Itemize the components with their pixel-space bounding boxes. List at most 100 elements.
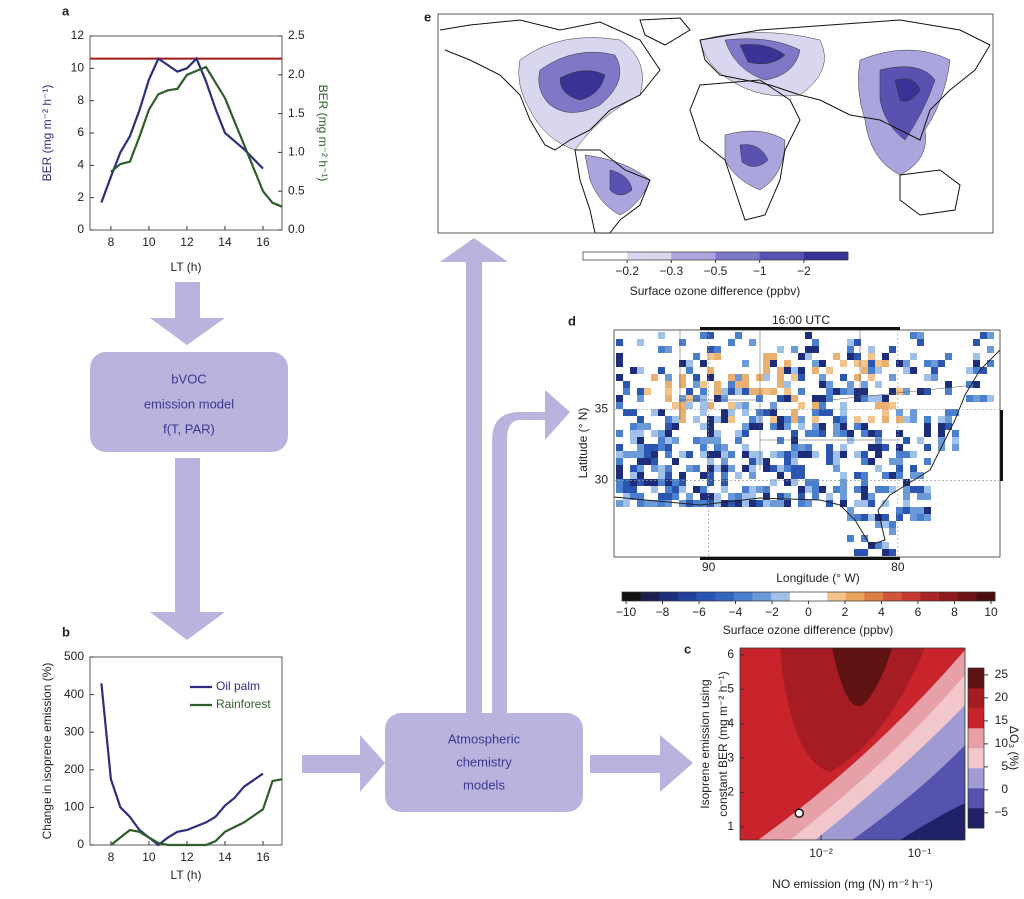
map-cell xyxy=(924,493,931,500)
map-cell xyxy=(777,381,784,388)
map-cell xyxy=(903,507,910,514)
colorbar-tick-label: −8 xyxy=(656,605,670,619)
y-axis-label: BER (mg m⁻² h⁻¹) xyxy=(40,85,54,182)
map-cell xyxy=(938,430,945,437)
map-cell xyxy=(833,451,840,458)
map-cell xyxy=(644,388,651,395)
colorbar-tick-label: −2 xyxy=(797,264,811,278)
map-cell xyxy=(924,458,931,465)
map-cell xyxy=(770,402,777,409)
y-tick-label: 8 xyxy=(77,93,84,107)
map-cell xyxy=(651,465,658,472)
map-cell xyxy=(651,486,658,493)
map-cell xyxy=(819,360,826,367)
map-cell xyxy=(798,500,805,507)
box-text: chemistry xyxy=(456,754,512,769)
colorbar-band xyxy=(808,592,828,601)
map-cell xyxy=(889,374,896,381)
map-cell xyxy=(658,500,665,507)
map-cell xyxy=(651,444,658,451)
map-cell xyxy=(665,472,672,479)
map-cell xyxy=(623,381,630,388)
map-cell xyxy=(630,486,637,493)
coastline xyxy=(439,19,661,151)
map-cell xyxy=(693,437,700,444)
map-cell xyxy=(735,388,742,395)
map-cell xyxy=(658,367,665,374)
contour-layers xyxy=(740,648,965,840)
map-cell xyxy=(973,360,980,367)
map-cell xyxy=(616,395,623,402)
y-tick-label: 35 xyxy=(595,402,609,416)
map-cell xyxy=(658,465,665,472)
map-cell xyxy=(791,472,798,479)
map-cell xyxy=(770,409,777,416)
map-cell xyxy=(889,472,896,479)
y2-tick-label: 2.5 xyxy=(288,28,305,42)
map-cell xyxy=(917,486,924,493)
map-cell xyxy=(707,374,714,381)
map-cell xyxy=(840,500,847,507)
map-cell xyxy=(749,416,756,423)
x-axis-label: NO emission (mg (N) m⁻² h⁻¹) xyxy=(772,877,933,891)
colorbar-tick-label: 20 xyxy=(995,690,1009,704)
y2-tick-label: 1.5 xyxy=(288,106,305,120)
y-tick-label: 4 xyxy=(77,158,84,172)
map-cell xyxy=(854,374,861,381)
map-cell xyxy=(777,374,784,381)
colorbar-tick-label: 5 xyxy=(1001,759,1008,773)
map-cell xyxy=(658,437,665,444)
map-cell xyxy=(861,514,868,521)
map-cell xyxy=(805,332,812,339)
y-tick-label: 300 xyxy=(64,724,84,738)
map-cell xyxy=(756,388,763,395)
map-cell xyxy=(735,437,742,444)
contour-field xyxy=(740,648,965,840)
y2-tick-label: 2.0 xyxy=(288,67,305,81)
x-tick-label: 8 xyxy=(108,850,115,864)
map-cell xyxy=(763,409,770,416)
map-cell xyxy=(651,500,658,507)
map-cell xyxy=(833,486,840,493)
map-cell xyxy=(672,479,679,486)
map-cell xyxy=(805,500,812,507)
map-cell xyxy=(644,479,651,486)
map-cell xyxy=(784,423,791,430)
map-cell xyxy=(763,486,770,493)
map-cell xyxy=(819,430,826,437)
map-cell xyxy=(798,423,805,430)
colorbar-band xyxy=(920,592,940,601)
map-cell xyxy=(791,437,798,444)
coastline xyxy=(899,169,961,216)
map-cell xyxy=(700,500,707,507)
map-cell xyxy=(840,444,847,451)
map-cell xyxy=(777,493,784,500)
y-tick-label: 12 xyxy=(71,28,85,42)
map-cell xyxy=(742,430,749,437)
plot-frame xyxy=(89,35,283,231)
map-title: 16:00 UTC xyxy=(772,313,830,327)
map-cell xyxy=(714,381,721,388)
map-cell xyxy=(931,367,938,374)
map-cell xyxy=(770,388,777,395)
map-cell xyxy=(882,514,889,521)
arrow xyxy=(302,755,362,773)
map-cell xyxy=(896,507,903,514)
map-cell xyxy=(616,374,623,381)
map-cell xyxy=(896,430,903,437)
coastline xyxy=(699,19,991,141)
map-cell xyxy=(784,416,791,423)
map-cell xyxy=(854,500,861,507)
ozone-region xyxy=(559,70,606,101)
map-cell xyxy=(693,381,700,388)
map-cell xyxy=(833,388,840,395)
map-cell xyxy=(973,339,980,346)
map-cell xyxy=(945,409,952,416)
map-cell xyxy=(861,451,868,458)
frame-bar xyxy=(1000,410,1003,481)
map-cell xyxy=(791,346,798,353)
map-cell xyxy=(693,395,700,402)
map-cell xyxy=(756,416,763,423)
map-cell xyxy=(714,451,721,458)
